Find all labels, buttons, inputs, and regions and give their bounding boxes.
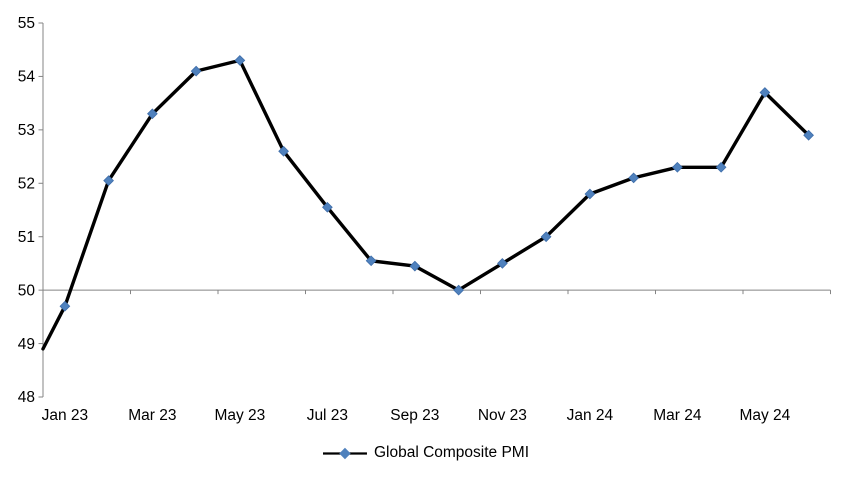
data-point-marker [190,65,202,77]
y-tick-label: 49 [18,336,35,353]
data-point-marker [278,145,289,157]
data-point-marker [540,231,552,243]
x-tick-label: Nov 23 [478,407,527,424]
x-tick-label: Mar 23 [128,407,176,424]
y-tick-label: 54 [18,69,36,86]
legend-diamond-icon [339,447,351,459]
x-tick-label: May 24 [739,407,790,424]
data-point-marker [584,188,596,200]
x-tick-label: Jan 24 [567,407,614,424]
data-point-marker [672,161,683,173]
y-tick-label: 50 [18,282,36,299]
data-point-marker [59,300,71,312]
data-point-marker [715,161,727,173]
x-axis-labels: Jan 23 Mar 23 May 23 Jul 23 Sep 23 Nov 23 Jan … [42,407,791,424]
data-point-marker [234,55,246,66]
x-tick-label: Jan 23 [42,407,89,424]
series-line [41,58,811,351]
y-tick-label: 53 [18,122,35,139]
legend-series-marker-icon [322,447,367,459]
legend-label: Global Composite PMI [373,444,530,461]
y-tick-label: 52 [18,175,35,192]
x-tick-label: Sep 23 [390,407,439,424]
y-axis: 48 49 50 51 52 53 54 55 [18,15,44,406]
data-point-marker [322,201,333,213]
x-tick-label: Mar 24 [653,407,702,424]
x-axis [42,289,831,295]
y-tick-label: 51 [18,229,35,246]
data-point-marker [803,129,814,141]
series-markers [59,55,814,312]
legend: Global Composite PMI [322,444,530,462]
x-tick-label: May 23 [214,407,265,424]
data-point-marker [365,255,377,267]
pmi-line-chart: 48 49 50 51 52 53 54 55 Jan 23 Mar 23 May 23 Jul 23… [18,15,831,424]
data-point-marker [147,108,158,120]
y-tick-label: 55 [18,15,35,32]
data-point-marker [759,87,771,98]
y-tick-label: 48 [18,389,35,406]
data-point-marker [409,260,421,272]
data-point-marker [453,284,464,296]
x-tick-label: Jul 23 [307,407,348,424]
data-point-marker [497,258,508,269]
data-point-marker [628,172,639,184]
data-point-marker [103,175,114,186]
